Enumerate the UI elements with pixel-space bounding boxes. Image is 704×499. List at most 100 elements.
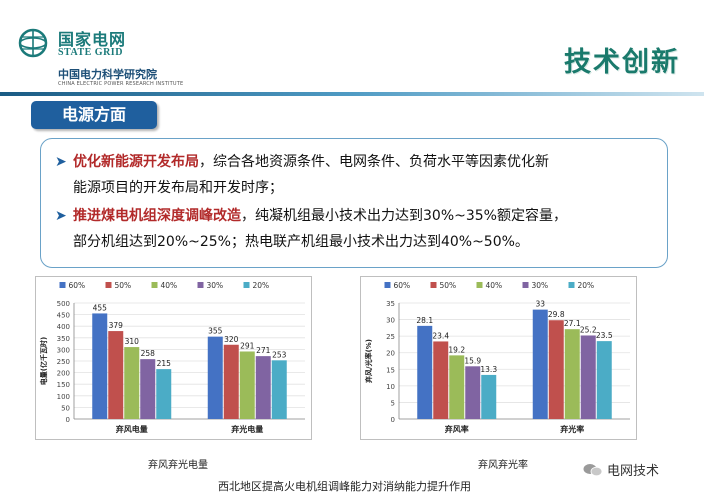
legend-swatch bbox=[197, 282, 204, 288]
data-label: 23.5 bbox=[596, 331, 613, 340]
legend-swatch bbox=[522, 282, 529, 288]
legend-label: 60% bbox=[69, 281, 86, 290]
data-label: 253 bbox=[272, 350, 287, 359]
x-tick-label: 弃光率 bbox=[560, 424, 584, 434]
bar bbox=[207, 336, 223, 419]
bullet-text-continued: 部分机组达到20%~25%；热电联产机组最小技术出力达到40%~50%。 bbox=[73, 234, 529, 250]
data-label: 23.4 bbox=[432, 331, 449, 340]
data-label: 291 bbox=[240, 341, 255, 350]
org-name-chinese: 中国电力科学研究院 bbox=[58, 68, 157, 81]
data-label: 355 bbox=[208, 327, 223, 336]
chart-curtailment-rate: 60% 50% 40% 30% 20% 0 5 10 15 20 25 30 35 弃风/光率(%) 28.… bbox=[360, 276, 637, 440]
y-tick-label: 100 bbox=[57, 393, 70, 401]
data-label: 379 bbox=[109, 321, 124, 330]
watermark: 电网技术 bbox=[583, 460, 659, 480]
figure-caption: 西北地区提高火电机组调峰能力对消纳能力提升作用 bbox=[218, 480, 471, 493]
bullet-arrow-icon: ➤ bbox=[55, 208, 67, 224]
data-label: 29.8 bbox=[548, 310, 565, 319]
y-tick-label: 400 bbox=[57, 323, 70, 331]
data-label: 310 bbox=[125, 337, 140, 346]
bullet-arrow-icon: ➤ bbox=[55, 154, 67, 170]
page-title: 技术创新 bbox=[564, 47, 680, 78]
y-axis-label: 电量(亿千瓦时) bbox=[39, 337, 48, 385]
bullet-highlight: 优化新能源开发布局 bbox=[73, 154, 199, 170]
y-tick-label: 300 bbox=[57, 346, 70, 354]
legend-swatch bbox=[243, 282, 250, 288]
org-name-english: CHINA ELECTRIC POWER RESEARCH INSTITUTE bbox=[58, 81, 184, 87]
wechat-icon bbox=[583, 464, 603, 477]
bar bbox=[108, 331, 124, 419]
bar bbox=[271, 360, 287, 419]
x-tick-label: 弃光电量 bbox=[231, 424, 263, 434]
logo-chinese: 国家电网 bbox=[58, 30, 127, 49]
y-tick-label: 10 bbox=[386, 383, 395, 391]
chart-svg: 60% 50% 40% 30% 20% 0 50 100 150 200 250 300 350 400 4… bbox=[39, 281, 305, 434]
bar bbox=[255, 356, 271, 419]
bar bbox=[417, 325, 433, 419]
bar bbox=[532, 309, 548, 419]
legend-swatch bbox=[105, 282, 112, 288]
x-tick-label: 弃风电量 bbox=[116, 424, 148, 434]
header: 国家电网 STATE GRID 中国电力科学研究院 CHINA ELECTRIC… bbox=[0, 0, 704, 92]
state-grid-logo-icon bbox=[18, 28, 48, 58]
bar bbox=[481, 374, 497, 419]
legend-label: 20% bbox=[253, 281, 270, 290]
legend-swatch bbox=[476, 282, 483, 288]
y-tick-label: 0 bbox=[391, 416, 395, 424]
legend-label: 30% bbox=[532, 281, 549, 290]
bar bbox=[433, 341, 449, 419]
y-tick-label: 5 bbox=[391, 399, 395, 407]
y-axis-label: 弃风/光率(%) bbox=[364, 339, 373, 384]
chart-title: 弃风弃光率 bbox=[478, 460, 528, 471]
legend-swatch bbox=[151, 282, 158, 288]
legend-label: 50% bbox=[115, 281, 132, 290]
chart-title: 弃风弃光电量 bbox=[148, 460, 208, 471]
section-label: 电源方面 bbox=[31, 101, 157, 129]
data-label: 320 bbox=[224, 335, 239, 344]
y-tick-label: 0 bbox=[66, 416, 70, 424]
bullet-item: ➤ 推进煤电机组深度调峰改造，纯凝机组最小技术出力达到30%~35%额定容量， 部… bbox=[55, 203, 655, 255]
chart-curtailment-energy: 60% 50% 40% 30% 20% 0 50 100 150 200 250 300 350 400 4… bbox=[35, 276, 312, 440]
data-label: 258 bbox=[141, 349, 156, 358]
y-tick-label: 150 bbox=[57, 381, 70, 389]
chart-svg: 60% 50% 40% 30% 20% 0 5 10 15 20 25 30 35 弃风/光率(%) 28.… bbox=[364, 281, 630, 434]
bullet-text-continued: 能源项目的开发布局和开发时序； bbox=[73, 180, 283, 196]
data-label: 19.2 bbox=[448, 345, 465, 354]
legend-label: 40% bbox=[486, 281, 503, 290]
legend-swatch bbox=[59, 282, 66, 288]
bullet-highlight: 推进煤电机组深度调峰改造 bbox=[73, 208, 241, 224]
y-tick-label: 500 bbox=[57, 300, 70, 308]
bullet-text: ，纯凝机组最小技术出力达到30%~35%额定容量， bbox=[241, 208, 567, 224]
data-label: 27.1 bbox=[564, 319, 581, 328]
legend-label: 40% bbox=[161, 281, 178, 290]
y-tick-label: 250 bbox=[57, 358, 70, 366]
y-tick-label: 350 bbox=[57, 335, 70, 343]
data-label: 455 bbox=[93, 303, 108, 312]
bullet-text: ，综合各地资源条件、电网条件、负荷水平等因素优化新 bbox=[199, 154, 549, 170]
logo-english: STATE GRID bbox=[58, 47, 123, 58]
x-tick-label: 弃风率 bbox=[445, 424, 469, 434]
section-label-text: 电源方面 bbox=[61, 105, 126, 124]
data-label: 33 bbox=[535, 300, 545, 309]
bar bbox=[92, 313, 108, 419]
data-label: 25.2 bbox=[580, 325, 597, 334]
data-label: 28.1 bbox=[416, 316, 433, 325]
data-label: 15.9 bbox=[464, 356, 481, 365]
data-label: 13.3 bbox=[480, 365, 497, 374]
bar bbox=[156, 369, 172, 419]
bar bbox=[449, 355, 465, 419]
legend-label: 30% bbox=[207, 281, 224, 290]
bar bbox=[140, 359, 156, 419]
data-label: 215 bbox=[157, 359, 172, 368]
bullet-item: ➤ 优化新能源开发布局，综合各地资源条件、电网条件、负荷水平等因素优化新 能源项目… bbox=[55, 149, 655, 201]
legend-swatch bbox=[430, 282, 437, 288]
y-tick-label: 15 bbox=[386, 366, 395, 374]
bar bbox=[239, 351, 255, 419]
legend-label: 50% bbox=[440, 281, 457, 290]
legend-label: 20% bbox=[578, 281, 595, 290]
bar bbox=[223, 344, 239, 419]
bar bbox=[124, 347, 140, 419]
watermark-text: 电网技术 bbox=[606, 464, 659, 479]
bullet-box: ➤ 优化新能源开发布局，综合各地资源条件、电网条件、负荷水平等因素优化新 能源项目… bbox=[40, 138, 668, 268]
y-tick-label: 25 bbox=[386, 333, 395, 341]
